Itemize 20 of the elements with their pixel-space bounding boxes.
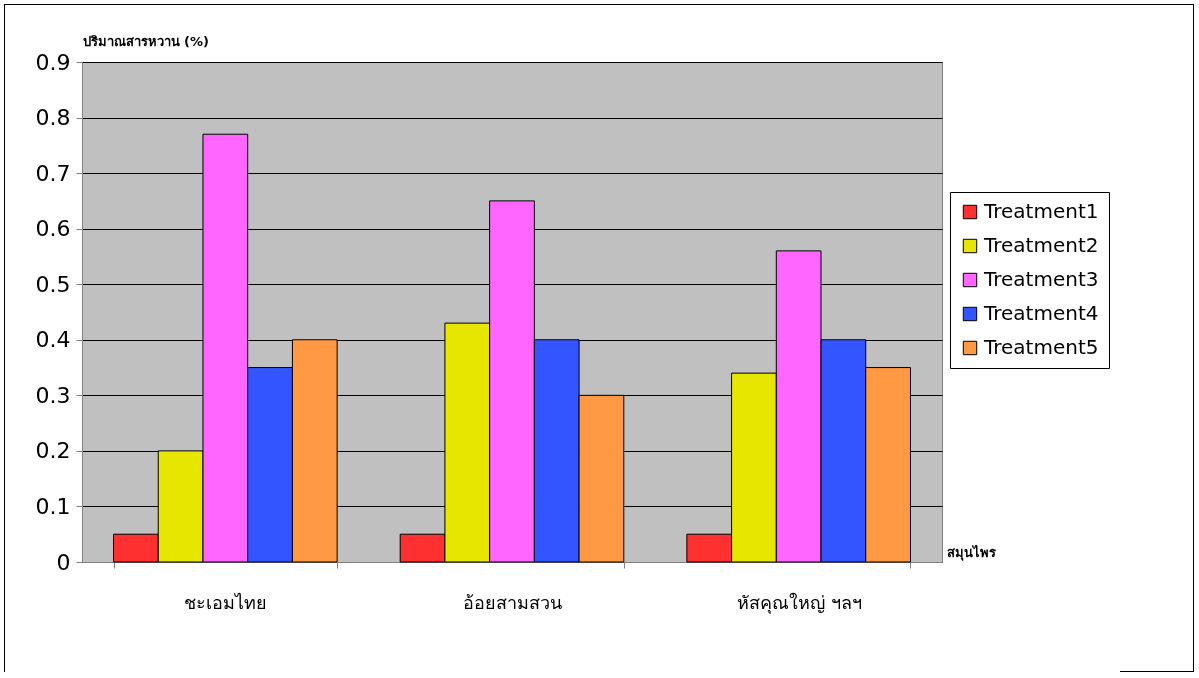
y-tick-label: 0.2 <box>35 438 71 464</box>
y-axis-title: ปริมาณสารหวาน (%) <box>82 33 209 49</box>
legend-label: Treatment4 <box>983 301 1099 325</box>
x-tick-label: หัสคุณใหญ่ ฯลฯ <box>736 591 862 614</box>
y-tick-label: 0.5 <box>35 271 71 297</box>
legend-label: Treatment3 <box>983 267 1099 291</box>
legend-label: Treatment5 <box>983 335 1099 359</box>
x-tick-label: ชะเอมไทย <box>184 591 268 613</box>
y-tick-label: 0.1 <box>35 493 71 519</box>
y-tick-label: 0.3 <box>35 382 71 408</box>
x-axis-title: สมุนไพร <box>946 543 996 561</box>
y-tick-label: 0.7 <box>35 160 71 186</box>
x-tick-label: อ้อยสามสวน <box>463 591 562 613</box>
legend-label: Treatment2 <box>983 233 1099 257</box>
y-tick-label: 0.4 <box>35 327 71 353</box>
y-tick-label: 0 <box>56 549 71 575</box>
legend-label: Treatment1 <box>983 199 1099 223</box>
y-tick-label: 0.6 <box>35 216 71 242</box>
y-tick-label: 0.9 <box>35 49 71 75</box>
y-tick-label: 0.8 <box>35 105 71 131</box>
